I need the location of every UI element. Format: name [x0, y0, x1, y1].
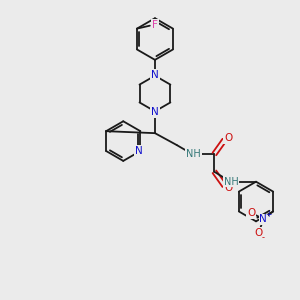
- Text: F: F: [152, 20, 158, 30]
- Text: O: O: [224, 133, 232, 143]
- Text: -: -: [262, 233, 265, 242]
- Text: O: O: [224, 183, 232, 193]
- Text: N: N: [151, 70, 159, 80]
- Text: +: +: [265, 210, 272, 219]
- Text: NH: NH: [224, 177, 239, 187]
- Text: N: N: [135, 146, 142, 156]
- Text: O: O: [247, 208, 256, 218]
- Text: N: N: [260, 214, 267, 224]
- Text: NH: NH: [186, 149, 201, 159]
- Text: N: N: [151, 107, 159, 117]
- Text: O: O: [254, 228, 262, 238]
